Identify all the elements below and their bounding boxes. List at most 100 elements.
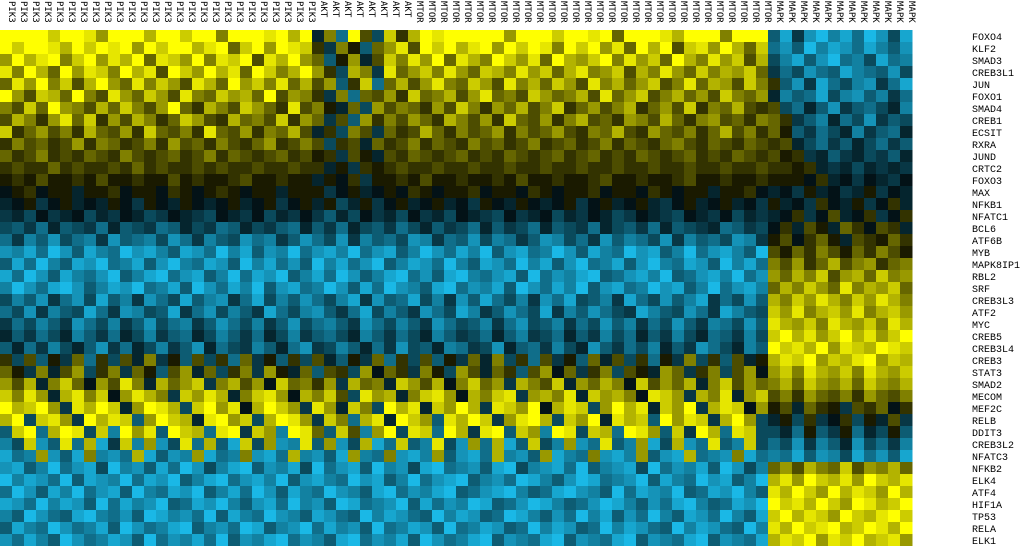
heatmap-cell-nfatc1-15: [180, 210, 193, 223]
heatmap-cell-creb3l2-53: [636, 438, 649, 451]
heatmap-cell-creb3-20: [240, 354, 253, 367]
heatmap-cell-creb3l4-40: [480, 342, 493, 355]
heatmap-cell-foxo3-64: [768, 174, 781, 187]
heatmap-cell-creb3l1-55: [660, 66, 673, 79]
heatmap-cell-foxo4-2: [24, 30, 37, 43]
row-label-atf6b: ATF6B: [972, 237, 1002, 248]
heatmap-cell-smad2-34: [408, 378, 421, 391]
heatmap-cell-stat3-65: [780, 366, 793, 379]
heatmap-cell-max-69: [828, 186, 841, 199]
column-label-mtor-38: MTOR: [462, 1, 472, 23]
heatmap-cell-hif1a-61: [732, 498, 745, 511]
heatmap-cell-relb-67: [804, 414, 817, 427]
heatmap-cell-elk4-23: [276, 474, 289, 487]
heatmap-cell-ecsit-20: [240, 126, 253, 139]
heatmap-cell-creb3l4-62: [744, 342, 757, 355]
heatmap-cell-myb-45: [540, 246, 553, 259]
heatmap-cell-rela-54: [648, 522, 661, 535]
heatmap-cell-tp53-3: [36, 510, 49, 523]
heatmap-cell-rela-67: [804, 522, 817, 535]
heatmap-cell-creb5-64: [768, 330, 781, 343]
heatmap-cell-nfatc3-67: [804, 450, 817, 463]
heatmap-cell-jund-69: [828, 150, 841, 163]
heatmap-cell-foxo1-10: [120, 90, 133, 103]
heatmap-cell-smad4-68: [816, 102, 829, 115]
heatmap-cell-rxra-17: [204, 138, 217, 151]
heatmap-cell-jun-47: [564, 78, 577, 91]
heatmap-cell-rela-62: [744, 522, 757, 535]
heatmap-cell-mecom-28: [336, 390, 349, 403]
heatmap-cell-creb5-28: [336, 330, 349, 343]
heatmap-cell-smad2-35: [420, 378, 433, 391]
heatmap-cell-klf2-71: [852, 42, 865, 55]
heatmap-cell-creb3l3-31: [372, 294, 385, 307]
heatmap-cell-mecom-37: [444, 390, 457, 403]
heatmap-cell-mapk8ip1-72: [864, 258, 877, 271]
heatmap-cell-creb1-42: [504, 114, 517, 127]
heatmap-cell-mef2c-60: [720, 402, 733, 415]
heatmap-cell-max-47: [564, 186, 577, 199]
row-label-relb: RELB: [972, 417, 996, 428]
heatmap-cell-max-0: [0, 186, 13, 199]
heatmap-cell-ddit3-64: [768, 426, 781, 439]
heatmap-cell-relb-60: [720, 414, 733, 427]
heatmap-cell-creb3l2-58: [696, 438, 709, 451]
heatmap-cell-srf-27: [324, 282, 337, 295]
heatmap-cell-bcl6-47: [564, 222, 577, 235]
heatmap-cell-creb3l4-23: [276, 342, 289, 355]
heatmap-cell-smad4-37: [444, 102, 457, 115]
heatmap-cell-myc-33: [396, 318, 409, 331]
heatmap-cell-creb3l2-66: [792, 438, 805, 451]
heatmap-cell-creb3l1-75: [900, 66, 913, 79]
heatmap-cell-myb-28: [336, 246, 349, 259]
heatmap-cell-elk1-63: [756, 534, 769, 546]
heatmap-cell-nfkb1-31: [372, 198, 385, 211]
heatmap-cell-rxra-6: [72, 138, 85, 151]
heatmap-cell-jund-72: [864, 150, 877, 163]
heatmap-cell-myc-46: [552, 318, 565, 331]
heatmap-cell-creb1-7: [84, 114, 97, 127]
heatmap-cell-bcl6-17: [204, 222, 217, 235]
heatmap-cell-foxo3-72: [864, 174, 877, 187]
heatmap-cell-smad2-4: [48, 378, 61, 391]
heatmap-cell-creb3l3-25: [300, 294, 313, 307]
heatmap-cell-relb-12: [144, 414, 157, 427]
heatmap-cell-nfatc1-35: [420, 210, 433, 223]
heatmap-cell-ddit3-65: [780, 426, 793, 439]
heatmap-cell-rbl2-34: [408, 270, 421, 283]
heatmap-cell-nfatc3-44: [528, 450, 541, 463]
heatmap-cell-rbl2-45: [540, 270, 553, 283]
heatmap-cell-elk4-34: [408, 474, 421, 487]
heatmap-cell-atf6b-56: [672, 234, 685, 247]
heatmap-cell-creb3-46: [552, 354, 565, 367]
heatmap-cell-klf2-72: [864, 42, 877, 55]
heatmap-cell-foxo4-75: [900, 30, 913, 43]
heatmap-cell-atf6b-42: [504, 234, 517, 247]
heatmap-cell-elk1-0: [0, 534, 13, 546]
heatmap-cell-rbl2-5: [60, 270, 73, 283]
heatmap-cell-creb5-33: [396, 330, 409, 343]
column-label-pik3-13: PIK3: [162, 1, 172, 23]
heatmap-cell-elk1-2: [24, 534, 37, 546]
heatmap-cell-creb1-45: [540, 114, 553, 127]
heatmap-cell-myb-12: [144, 246, 157, 259]
heatmap-cell-max-60: [720, 186, 733, 199]
heatmap-cell-nfatc3-52: [624, 450, 637, 463]
heatmap-cell-bcl6-54: [648, 222, 661, 235]
heatmap-cell-myc-9: [108, 318, 121, 331]
heatmap-cell-foxo4-58: [696, 30, 709, 43]
heatmap-cell-ecsit-39: [468, 126, 481, 139]
heatmap-cell-jund-29: [348, 150, 361, 163]
heatmap-cell-nfatc1-46: [552, 210, 565, 223]
heatmap-cell-nfatc1-37: [444, 210, 457, 223]
heatmap-cell-nfkb2-70: [840, 462, 853, 475]
heatmap-cell-rbl2-50: [600, 270, 613, 283]
heatmap-cell-atf2-62: [744, 306, 757, 319]
column-label-pik3-17: PIK3: [210, 1, 220, 23]
heatmap-cell-jund-5: [60, 150, 73, 163]
heatmap-cell-foxo4-41: [492, 30, 505, 43]
heatmap-cell-foxo4-21: [252, 30, 265, 43]
heatmap-cell-creb3l1-14: [168, 66, 181, 79]
heatmap-cell-tp53-55: [660, 510, 673, 523]
heatmap-cell-foxo1-24: [288, 90, 301, 103]
